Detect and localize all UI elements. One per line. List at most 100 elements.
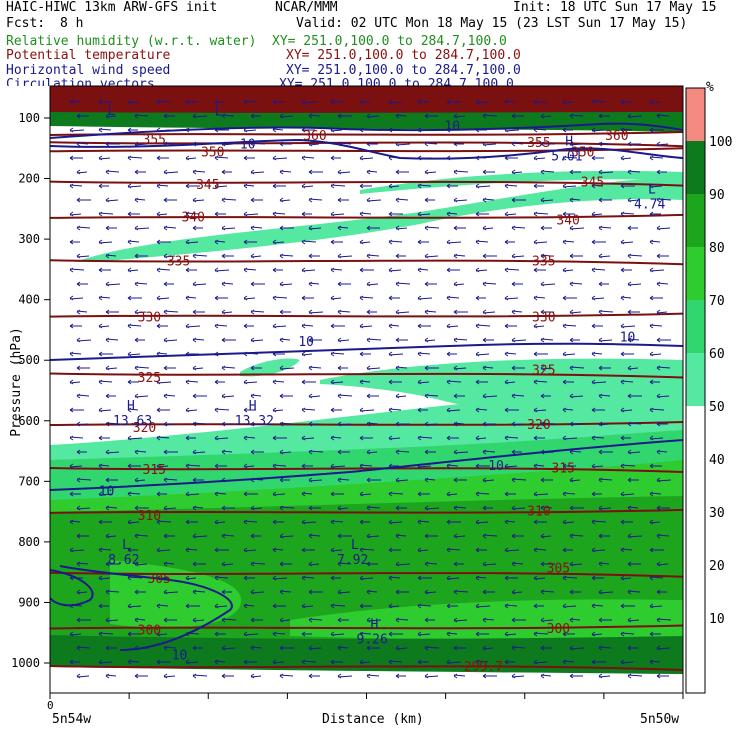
vector-head [649,435,654,441]
y-axis-title: Pressure (hPa) [8,327,24,437]
vector-head [591,351,596,357]
init-time: Init: 18 UTC Sun 17 May 15 [513,0,717,15]
vector-shaft [76,339,92,342]
vector-head [69,295,74,301]
vector-head [98,183,103,189]
vector-head [598,197,603,203]
vector-head [192,309,197,315]
vector-head [156,267,161,273]
vector-shaft [656,198,672,201]
vector-shaft [214,408,230,411]
vector-head [105,561,110,567]
vector-head [308,141,313,147]
vector-head [98,295,103,301]
vector-head [243,603,248,609]
vector-head [359,295,364,301]
vector-head [649,295,654,301]
vector-shaft [243,633,259,636]
vector-head [330,631,335,637]
vector-head [69,211,74,217]
vector-head [301,631,306,637]
vector-shaft [214,437,229,440]
vector-head [620,323,625,329]
vector-head [185,295,190,301]
vector-head [192,449,197,455]
vector-head [656,141,661,147]
theta-label: 299.7 [464,660,503,675]
vector-head [127,603,132,609]
vector-head [272,211,277,217]
vector-head [424,197,429,203]
theta-label: 360 [605,129,628,144]
vector-head [395,645,400,651]
vector-head [105,197,110,203]
vector-head [69,435,74,441]
vector-head [69,407,74,413]
vector-shaft [301,269,316,272]
vector-head [620,183,625,189]
vector-head [649,379,654,385]
vector-head [337,561,342,567]
wind-speed-label: 10 [99,484,115,499]
vector-head [134,365,139,371]
vector-head [163,673,168,679]
vector-shaft [511,507,526,510]
vector-head [272,407,277,413]
vector-head [482,617,487,623]
vector-head [627,365,632,371]
vector-head [250,617,255,623]
vector-head [656,505,661,511]
vector-head [504,463,509,469]
vector-shaft [620,464,636,467]
vector-head [163,253,168,259]
vector-head [366,505,371,511]
vector-shaft [475,605,491,608]
vector-head [337,477,342,483]
extremum-value: 13.32 [235,414,274,429]
vector-shaft [330,184,346,187]
vector-head [482,141,487,147]
vector-head [214,519,219,525]
vector-shaft [250,310,265,313]
vector-head [511,673,516,679]
vector-head [105,393,110,399]
vector-head [627,141,632,147]
vector-head [511,561,516,567]
y-tick-label: 400 [18,293,40,307]
vector-head [221,253,226,259]
vector-shaft [649,576,664,579]
vector-head [417,575,422,581]
vector-head [105,365,110,371]
vector-head [482,477,487,483]
vector-head [453,477,458,483]
vector-head [279,393,284,399]
vector-head [620,379,625,385]
vector-head [656,533,661,539]
vector-shaft [627,674,643,677]
vector-head [272,659,277,665]
vector-head [308,505,313,511]
vector-head [337,281,342,287]
wind-speed-label: 10 [172,649,188,664]
vector-head [214,435,219,441]
vector-head [569,337,574,343]
vector-head [105,225,110,231]
vector-shaft [163,339,178,342]
vector-shaft [424,675,439,678]
vector-head [569,309,574,315]
vector-head [279,365,284,371]
vector-head [250,533,255,539]
vector-head [301,211,306,217]
vector-head [337,113,342,119]
vector-head [591,407,596,413]
vector-shaft [337,675,353,678]
vector-shaft [540,283,556,286]
vector-shaft [337,255,353,258]
extremum-symbol: L [648,183,656,198]
vector-head [627,589,632,595]
vector-head [163,169,168,175]
vector-head [649,603,654,609]
vector-head [395,505,400,511]
rh-band-mid-blob [240,358,300,377]
vector-head [301,491,306,497]
